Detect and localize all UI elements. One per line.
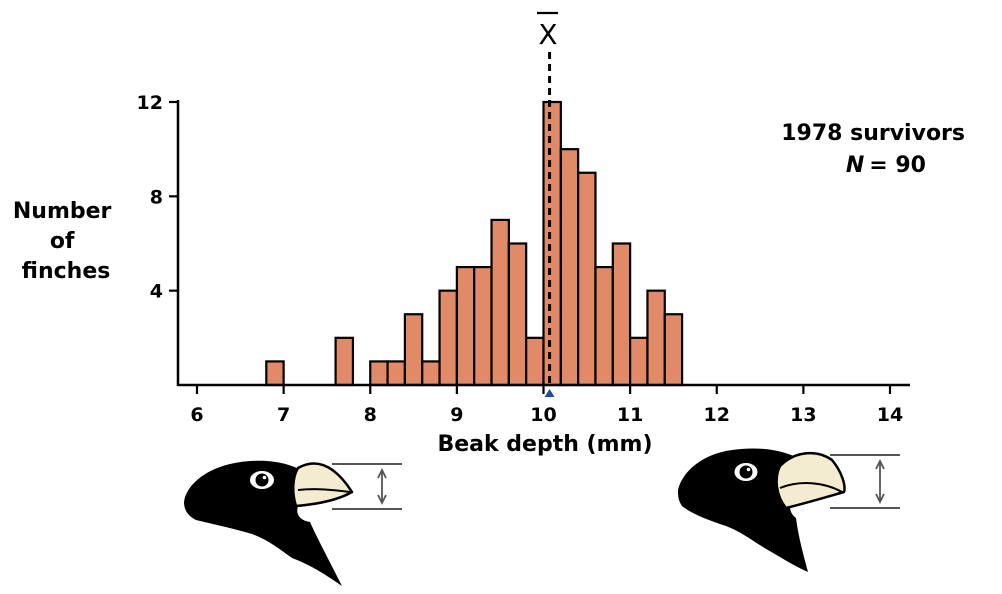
finch-head-left [184, 460, 342, 586]
mean-marker [544, 389, 555, 397]
histogram-bar [507, 242, 528, 387]
histogram-bar [594, 265, 614, 387]
mean-label: X [538, 18, 557, 51]
y-tick-label: 8 [150, 186, 163, 208]
histogram-bar [646, 289, 666, 387]
histogram-bar [421, 360, 441, 387]
finch-eye-glint-right [746, 467, 751, 472]
histogram-bar [611, 242, 632, 387]
finch-eye-left [255, 473, 269, 487]
histogram-bar [403, 313, 424, 387]
n-value: = 90 [869, 153, 926, 178]
finch-beak-right [775, 452, 846, 510]
n-symbol: N [846, 153, 864, 178]
measure-arrowhead-down-left [377, 494, 387, 506]
annotation-title: 1978 survivors [781, 121, 965, 146]
x-axis-label: Beak depth (mm) [437, 432, 652, 457]
histogram-bar [629, 336, 649, 387]
axes-group: 6 7 8 9 10 11 12 13 14 4 8 12 [137, 52, 910, 426]
annotation-n: N = 90 [846, 153, 926, 178]
x-tick-label: 8 [364, 404, 377, 426]
x-tick-label: 9 [450, 404, 463, 426]
measure-arrowhead-down-right [875, 493, 885, 505]
x-tick-label: 6 [190, 404, 203, 426]
histogram-bar [559, 148, 580, 387]
finch-eye-right [739, 465, 753, 479]
x-tick-label: 12 [704, 404, 730, 426]
histogram-bar [369, 360, 389, 387]
histogram-bar [525, 336, 545, 387]
y-label-line-2: of [50, 229, 75, 254]
finch-small-beak-illustration [184, 460, 402, 586]
histogram-bar [663, 313, 684, 387]
finch-large-beak-illustration [678, 448, 900, 572]
y-label-line-1: Number [13, 199, 112, 224]
x-tick-label: 11 [617, 404, 643, 426]
histogram-bar [455, 265, 476, 387]
histogram-bar [438, 289, 458, 387]
x-tick-label: 13 [790, 404, 816, 426]
x-tick-label: 10 [530, 404, 556, 426]
histogram-bar [265, 360, 285, 387]
y-tick-label: 12 [137, 92, 163, 114]
histogram-bar [334, 336, 355, 387]
histogram-bar [490, 218, 510, 387]
histogram-bar [386, 360, 407, 387]
finch-eye-glint-left [262, 475, 267, 480]
histogram-bar [577, 171, 597, 387]
histogram-bar [542, 100, 562, 387]
x-tick-label: 14 [877, 404, 903, 426]
bars-group [265, 100, 684, 387]
finch-beak-gape-right [779, 482, 843, 493]
measure-arrowhead-up-left [377, 467, 387, 479]
measure-arrowhead-up-right [875, 458, 885, 470]
y-axis-label: Number of finches [13, 199, 119, 284]
histogram-bar [473, 265, 493, 387]
finch-beak-gape-left [297, 488, 351, 493]
y-tick-label: 4 [150, 281, 163, 303]
finch-beak-left [292, 462, 354, 508]
y-label-line-3: finches [22, 259, 111, 284]
x-tick-label: 7 [277, 404, 290, 426]
